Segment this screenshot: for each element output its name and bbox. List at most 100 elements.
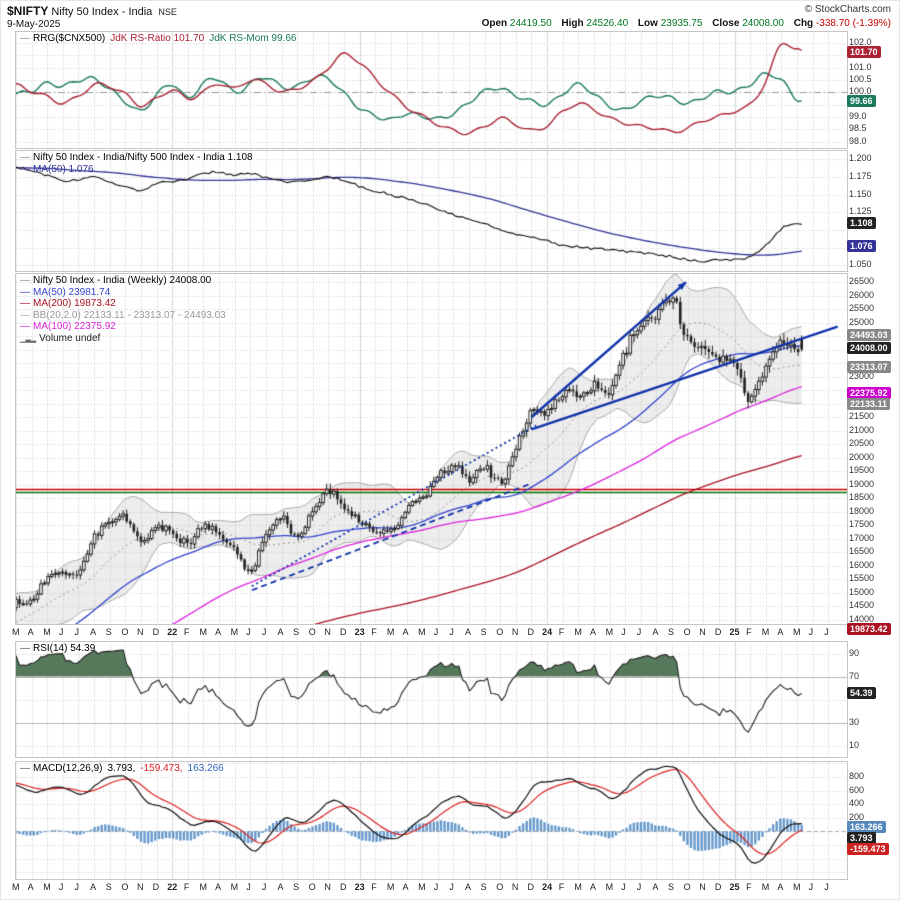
- y-axis-label: 101.0: [849, 61, 872, 72]
- legend-item[interactable]: — RSI(14) 54.39: [20, 643, 100, 655]
- y-axis-label: 25500: [849, 303, 875, 314]
- x-axis-label: A: [277, 627, 284, 637]
- ratio-plot-canvas[interactable]: [16, 151, 847, 271]
- legend-item[interactable]: — RRG($CNX500) JdK RS-Ratio 101.70 JdK RS-M…: [20, 33, 301, 45]
- close-value: 24008.00: [742, 18, 784, 29]
- price-plot-canvas[interactable]: [16, 274, 847, 624]
- axis-value-tag: 24493.03: [847, 329, 891, 342]
- legend-item[interactable]: — MA(200) 19873.42: [20, 298, 231, 310]
- x-axis-label: A: [277, 882, 284, 892]
- x-axis-label: S: [480, 882, 487, 892]
- quote-bar: Open 24419.50 High 24526.40 Low 23935.75…: [475, 18, 891, 29]
- x-axis-label: M: [386, 627, 395, 637]
- rrg-plot-canvas[interactable]: [16, 32, 847, 148]
- y-axis-label: 90: [849, 647, 860, 658]
- legend-marker: —: [20, 33, 30, 44]
- legend-item[interactable]: — MA(50) 1.076: [20, 164, 258, 176]
- legend-text: MACD(12,26,9): [33, 763, 103, 774]
- y-axis-label: 30: [849, 716, 860, 727]
- x-axis-label: N: [699, 882, 706, 892]
- x-axis-label: O: [121, 882, 129, 892]
- x-axis-label: D: [714, 882, 722, 892]
- legend-text: Nifty 50 Index - India (Weekly) 24008.00: [33, 275, 212, 286]
- y-axis-label: 100.0: [849, 86, 872, 97]
- x-axis-label: O: [496, 882, 504, 892]
- x-axis-label: D: [340, 882, 347, 892]
- x-axis-label: A: [90, 882, 97, 892]
- x-axis-label: M: [230, 882, 239, 892]
- x-axis-label: J: [246, 882, 251, 892]
- x-axis-label: M: [230, 627, 239, 637]
- y-axis-label: 800: [849, 770, 865, 781]
- legend-text: -159.473,: [140, 763, 183, 774]
- y-axis-label: 23000: [849, 370, 875, 381]
- y-axis-label: 17000: [849, 532, 875, 543]
- y-axis-label: 98.5: [849, 123, 867, 134]
- y-axis-label: 100.5: [849, 74, 872, 85]
- legend-item[interactable]: — BB(20,2.0) 22133.11 - 23313.07 - 24493.…: [20, 310, 231, 322]
- y-axis-label: 16500: [849, 546, 875, 557]
- legend-item[interactable]: — MA(100) 22375.92: [20, 321, 231, 333]
- chg-label: Chg: [793, 18, 814, 29]
- legend-text: MA(100) 22375.92: [33, 321, 116, 332]
- x-axis-label: O: [121, 627, 129, 637]
- x-axis-label: A: [27, 882, 34, 892]
- x-axis-label: J: [449, 627, 454, 637]
- legend-item[interactable]: ▁▃▂ Volume undef: [20, 333, 231, 346]
- y-axis-label: 70: [849, 670, 860, 681]
- x-axis-label: A: [464, 627, 471, 637]
- legend-marker: —: [20, 163, 30, 175]
- y-axis-label: 17500: [849, 519, 875, 530]
- x-axis-label: J: [433, 627, 439, 637]
- x-axis-label: A: [464, 882, 471, 892]
- axis-value-tag: 99.66: [847, 95, 876, 108]
- y-axis-label: 10: [849, 739, 860, 750]
- x-axis-label: F: [371, 882, 377, 892]
- x-axis-label: M: [574, 882, 582, 892]
- x-axis-label: 23: [354, 882, 365, 892]
- x-axis-label: M: [761, 627, 770, 637]
- x-axis-label: S: [105, 627, 112, 637]
- copyright-link[interactable]: © StockCharts.com: [804, 4, 891, 15]
- x-axis-label: A: [215, 627, 222, 637]
- x-axis-label: A: [777, 882, 784, 892]
- x-axis-label: N: [699, 627, 706, 637]
- x-axis-label: A: [589, 882, 596, 892]
- x-axis-mid: M A M J J A S O N D 22 F M A M J J A S O N D 23 F M A M J J A S O N D 24 F M…: [12, 627, 855, 639]
- x-axis-label: F: [558, 627, 565, 637]
- legend-item[interactable]: — MACD(12,26,9) 3.793, -159.473, 163.266: [20, 763, 229, 775]
- y-axis-label: 20500: [849, 438, 875, 449]
- legend-item[interactable]: — MA(50) 23981.74: [20, 287, 231, 299]
- close-label: Close: [712, 18, 740, 29]
- legend-text: MA(50) 23981.74: [33, 286, 111, 298]
- legend-text: BB(20,2.0) 22133.11 - 23313.07 - 24493.0…: [33, 309, 226, 321]
- y-axis-label: 21000: [849, 424, 875, 435]
- x-axis-label: M: [12, 627, 20, 637]
- y-axis-label: 1.175: [849, 171, 872, 182]
- legend-marker: —: [20, 275, 30, 286]
- legend-item[interactable]: — Nifty 50 Index - India/Nifty 500 Index …: [20, 152, 258, 164]
- panel-legend: — MACD(12,26,9) 3.793, -159.473, 163.266: [20, 763, 229, 775]
- ratio-panel: — Nifty 50 Index - India/Nifty 500 Index …: [15, 150, 848, 272]
- rsi-plot-canvas[interactable]: [16, 642, 847, 757]
- x-axis-label: F: [746, 882, 752, 892]
- x-axis-label: J: [636, 882, 642, 892]
- y-axis-label: 15500: [849, 573, 875, 584]
- x-axis-label: J: [621, 627, 626, 637]
- legend-item[interactable]: — Nifty 50 Index - India (Weekly) 24008.0…: [20, 275, 231, 287]
- y-axis-label: 1.150: [849, 188, 872, 199]
- volume-icon: ▁▃▂: [20, 335, 37, 343]
- price-panel: — Nifty 50 Index - India (Weekly) 24008.0…: [15, 273, 848, 625]
- x-axis-label: 24: [542, 882, 553, 892]
- x-axis-label: S: [668, 627, 675, 637]
- x-axis-label: J: [58, 627, 64, 637]
- legend-text: Nifty 50 Index - India/Nifty 500 Index -…: [33, 152, 253, 163]
- instrument-name: Nifty 50 Index - India: [51, 6, 153, 18]
- legend-text: RRG($CNX500): [33, 33, 106, 44]
- y-axis-label: 1.125: [849, 206, 872, 217]
- y-axis-label: 98.0: [849, 135, 867, 146]
- x-axis-label: M: [605, 627, 614, 637]
- macd-plot-canvas[interactable]: [16, 762, 847, 879]
- axis-value-tag: 1.108: [847, 217, 876, 230]
- legend-text: MA(50) 1.076: [33, 163, 94, 175]
